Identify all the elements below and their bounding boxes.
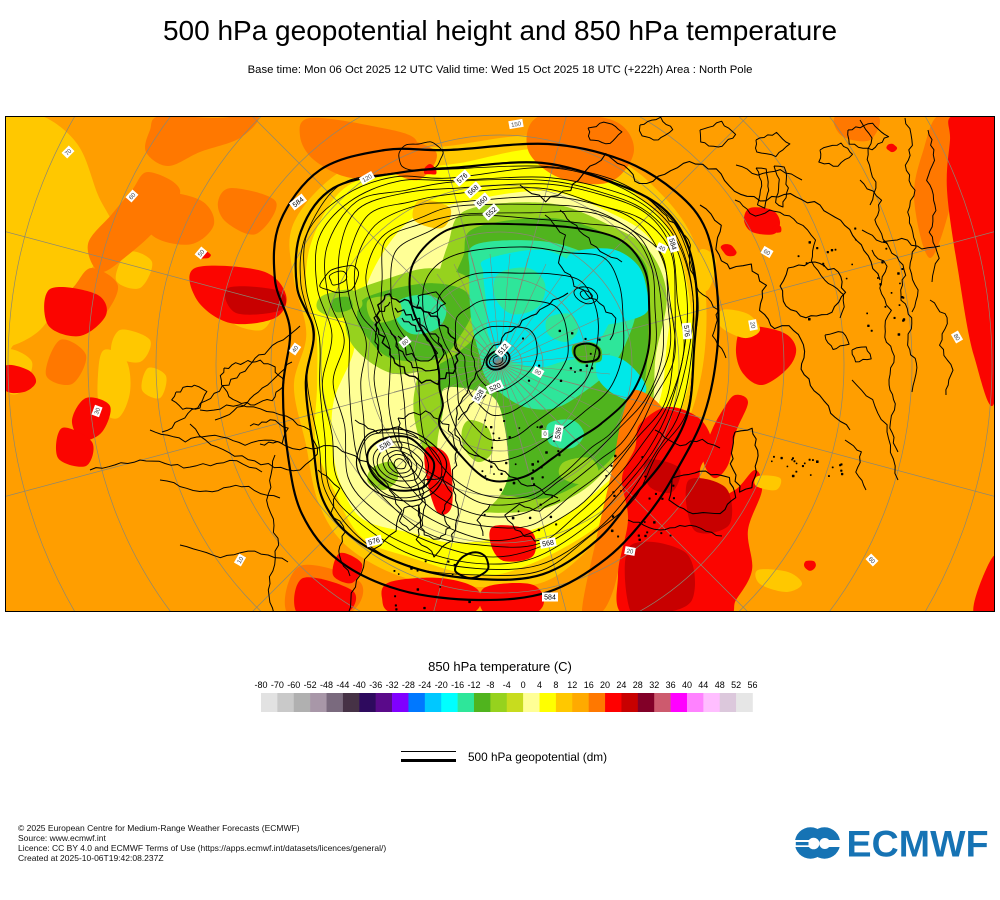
svg-text:90: 90 bbox=[533, 369, 542, 378]
svg-text:20: 20 bbox=[600, 680, 610, 690]
svg-text:0: 0 bbox=[543, 432, 547, 438]
svg-text:-52: -52 bbox=[304, 680, 317, 690]
svg-text:568: 568 bbox=[542, 540, 555, 549]
svg-text:56: 56 bbox=[747, 680, 757, 690]
svg-text:40: 40 bbox=[682, 680, 692, 690]
svg-text:-60: -60 bbox=[287, 680, 300, 690]
svg-text:0: 0 bbox=[521, 680, 526, 690]
svg-text:-24: -24 bbox=[418, 680, 431, 690]
svg-text:80: 80 bbox=[401, 338, 410, 347]
svg-text:-48: -48 bbox=[320, 680, 333, 690]
svg-text:36: 36 bbox=[666, 680, 676, 690]
svg-text:-8: -8 bbox=[486, 680, 494, 690]
svg-text:120: 120 bbox=[362, 174, 374, 185]
svg-text:48: 48 bbox=[715, 680, 725, 690]
svg-text:-80: -80 bbox=[254, 680, 267, 690]
svg-text:10: 10 bbox=[237, 556, 246, 565]
svg-text:24: 24 bbox=[616, 680, 626, 690]
svg-text:16: 16 bbox=[584, 680, 594, 690]
svg-text:20: 20 bbox=[748, 321, 755, 329]
svg-text:32: 32 bbox=[649, 680, 659, 690]
svg-text:60: 60 bbox=[867, 556, 876, 565]
svg-text:-16: -16 bbox=[451, 680, 464, 690]
svg-text:-32: -32 bbox=[386, 680, 399, 690]
svg-text:60: 60 bbox=[762, 249, 771, 258]
svg-text:584: 584 bbox=[544, 595, 556, 602]
svg-text:-12: -12 bbox=[467, 680, 480, 690]
svg-text:-4: -4 bbox=[503, 680, 511, 690]
svg-text:536: 536 bbox=[555, 427, 564, 440]
svg-text:576: 576 bbox=[682, 325, 690, 337]
svg-text:80: 80 bbox=[952, 333, 961, 342]
svg-text:150: 150 bbox=[511, 121, 523, 129]
svg-text:30: 30 bbox=[94, 407, 102, 416]
svg-text:-44: -44 bbox=[336, 680, 349, 690]
svg-text:576: 576 bbox=[368, 537, 381, 547]
svg-text:40: 40 bbox=[292, 345, 301, 354]
svg-text:ECMWF: ECMWF bbox=[847, 823, 989, 865]
svg-text:-40: -40 bbox=[353, 680, 366, 690]
svg-text:850 hPa temperature (C): 850 hPa temperature (C) bbox=[428, 659, 572, 674]
svg-text:4: 4 bbox=[537, 680, 542, 690]
svg-text:-20: -20 bbox=[435, 680, 448, 690]
svg-text:20: 20 bbox=[626, 549, 634, 556]
svg-text:-70: -70 bbox=[271, 680, 284, 690]
svg-text:50: 50 bbox=[197, 249, 206, 258]
svg-text:28: 28 bbox=[633, 680, 643, 690]
svg-text:40: 40 bbox=[657, 245, 666, 254]
svg-text:-36: -36 bbox=[369, 680, 382, 690]
svg-text:528: 528 bbox=[474, 389, 486, 403]
svg-text:-28: -28 bbox=[402, 680, 415, 690]
svg-text:70: 70 bbox=[64, 148, 73, 157]
svg-text:520: 520 bbox=[489, 382, 503, 393]
svg-text:8: 8 bbox=[553, 680, 558, 690]
svg-text:60: 60 bbox=[128, 192, 137, 201]
svg-text:584: 584 bbox=[667, 238, 677, 251]
svg-text:44: 44 bbox=[698, 680, 708, 690]
svg-text:536: 536 bbox=[379, 440, 393, 452]
svg-text:12: 12 bbox=[567, 680, 577, 690]
svg-text:52: 52 bbox=[731, 680, 741, 690]
